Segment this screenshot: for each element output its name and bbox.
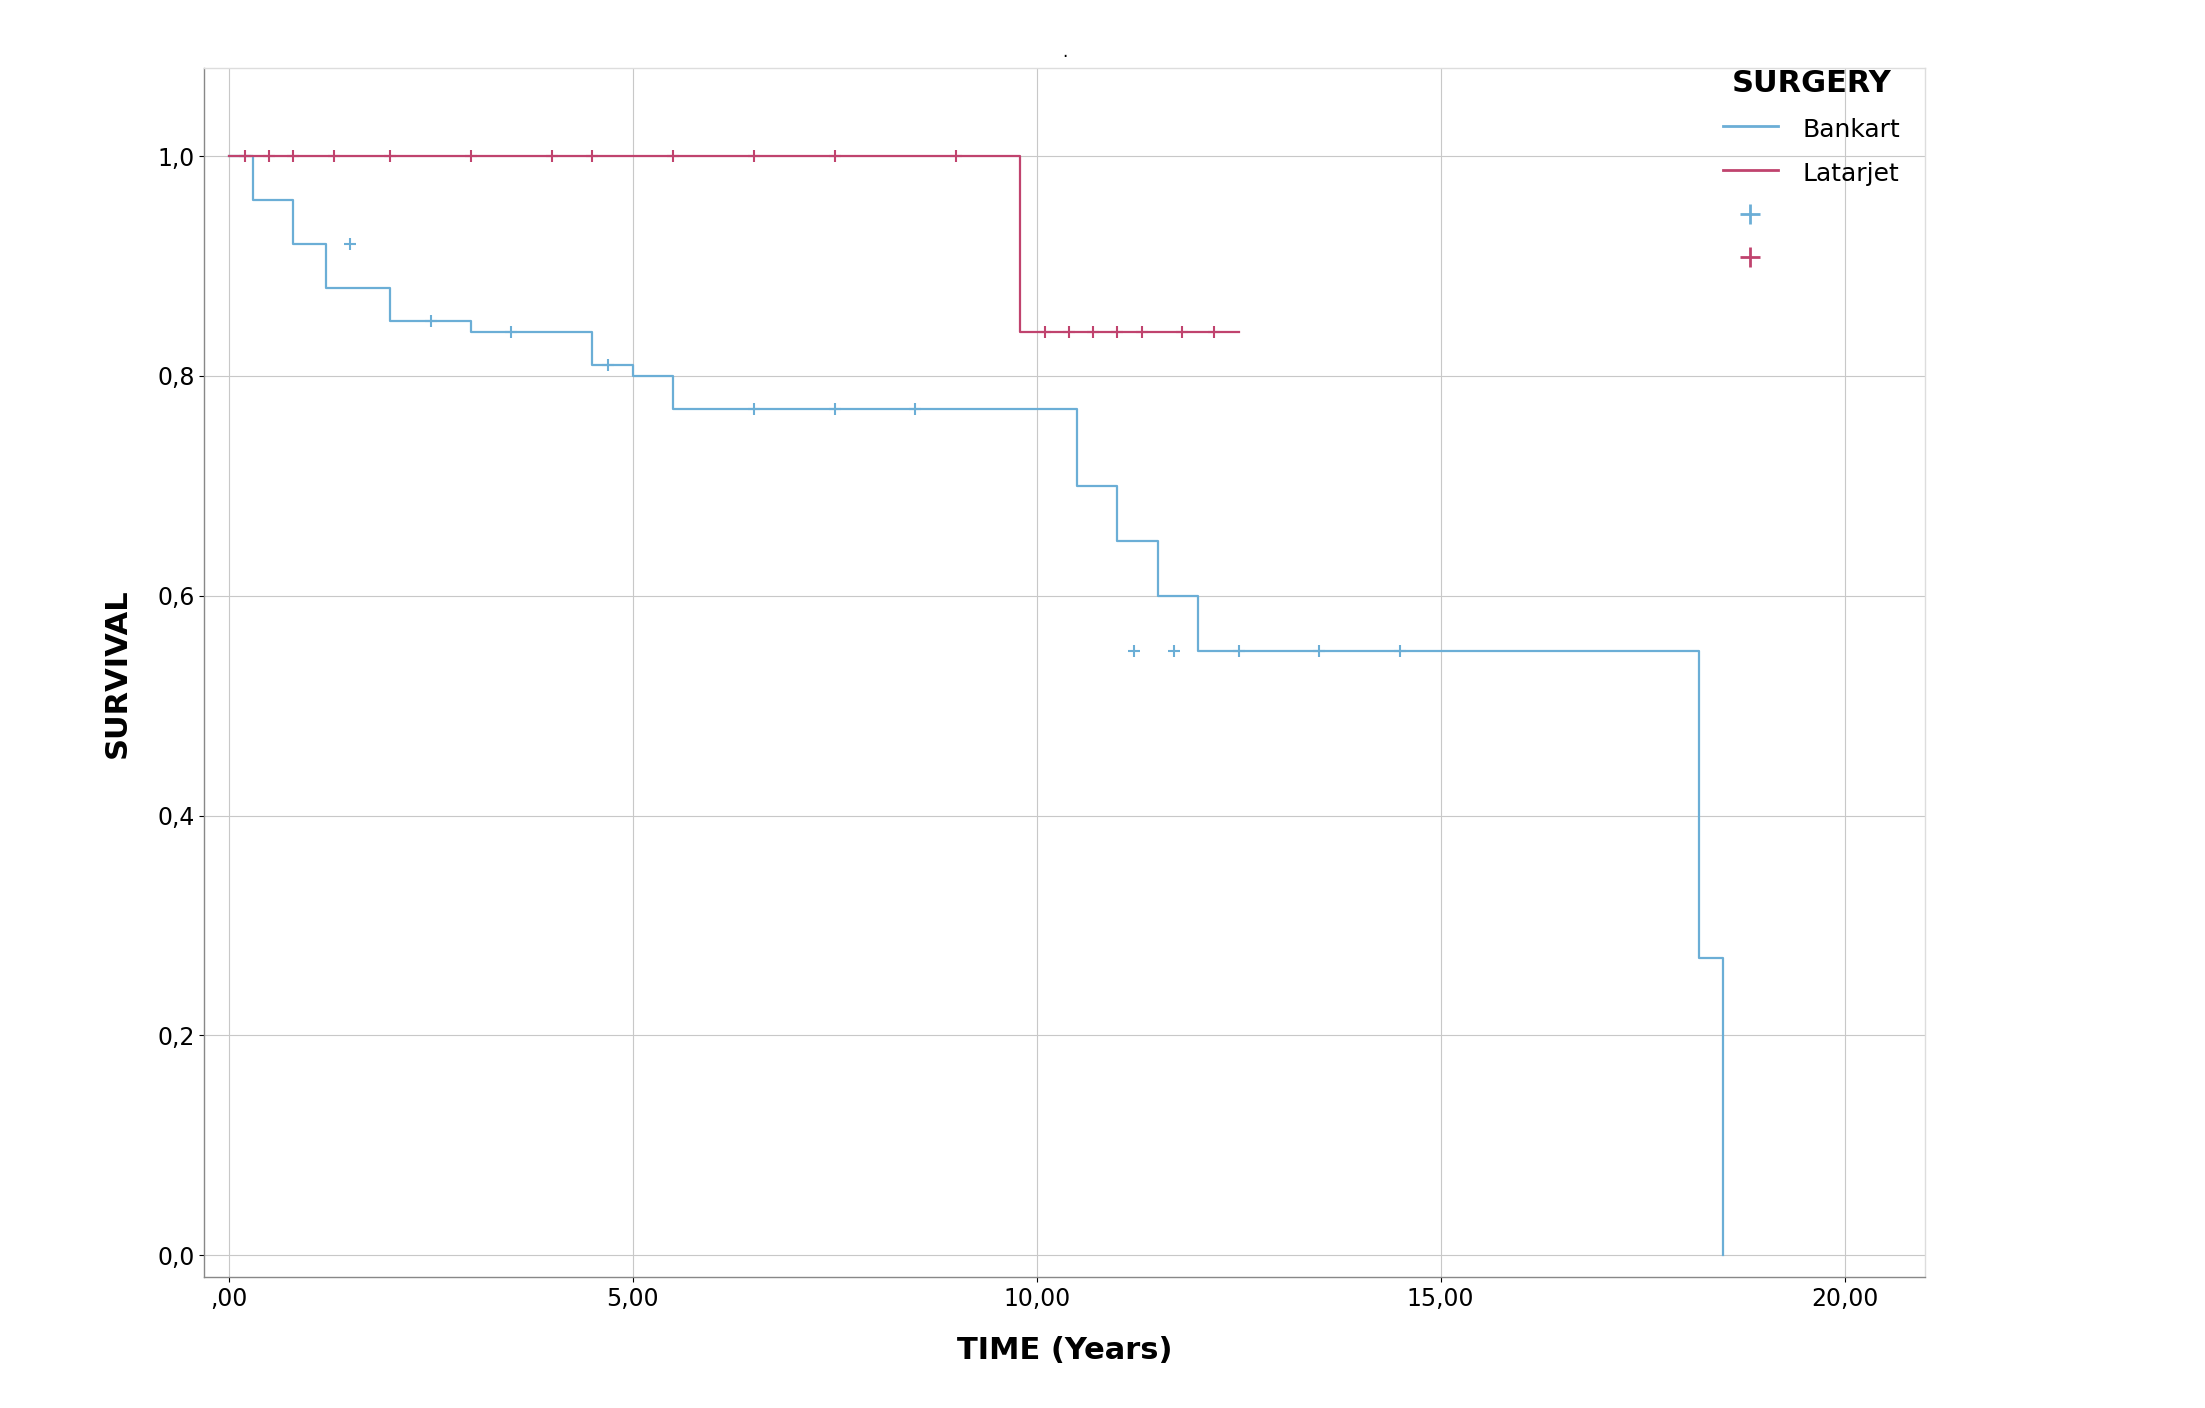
Title: .: .	[1063, 44, 1067, 61]
Legend: Bankart, Latarjet, , : Bankart, Latarjet, ,	[1711, 56, 1914, 286]
X-axis label: TIME (Years): TIME (Years)	[957, 1336, 1173, 1364]
Y-axis label: SURVIVAL: SURVIVAL	[104, 589, 132, 758]
